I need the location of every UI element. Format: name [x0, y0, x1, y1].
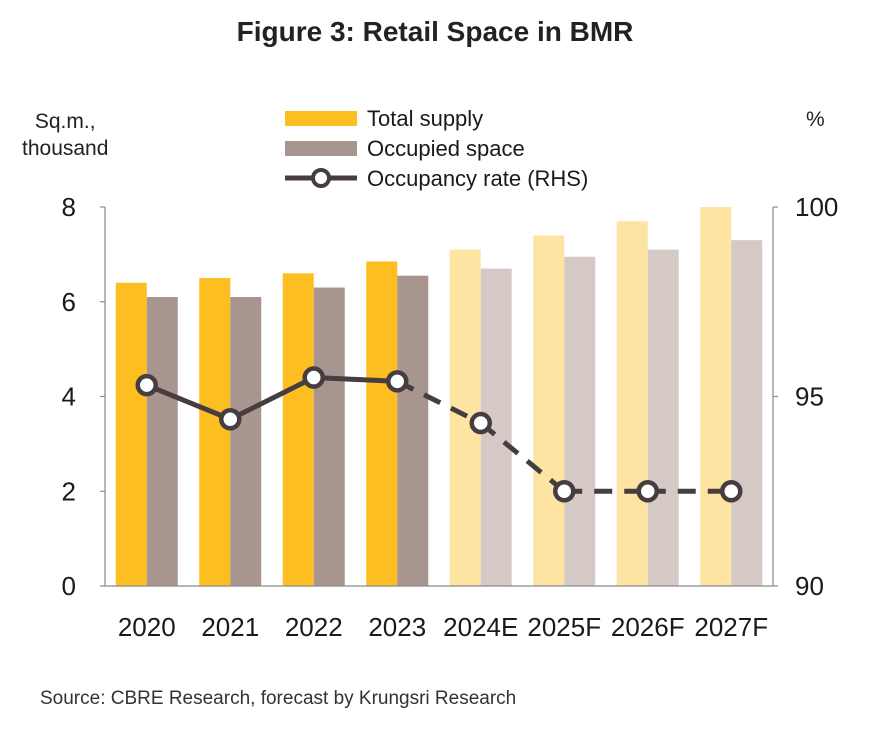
- legend: Total supply Occupied space Occupancy rate…: [285, 106, 588, 191]
- bars-group: [115, 207, 763, 587]
- bar-total-supply-2022: [282, 273, 314, 586]
- x-tick-label-2025f: 2025F: [527, 612, 601, 642]
- chart-title: Figure 3: Retail Space in BMR: [236, 16, 634, 47]
- occupancy-point-2025f: [553, 480, 576, 503]
- bar-occupied-space-2022: [313, 287, 345, 586]
- legend-label-total-supply: Total supply: [367, 106, 483, 131]
- occupancy-line-group: [135, 366, 743, 503]
- occupancy-point-2023: [386, 370, 409, 393]
- legend-swatch-occupancy-marker: [311, 168, 331, 188]
- occupancy-segment-3: [311, 375, 400, 384]
- left-axis-title: Sq.m., thousand: [22, 108, 108, 162]
- occupancy-segment-2: [227, 375, 317, 422]
- chart-svg: Total supply Occupied space Occupancy rate…: [62, 106, 839, 642]
- bar-total-supply-2025f: [533, 235, 565, 587]
- left-tick-label-2: 2: [62, 476, 76, 506]
- x-tick-label-2022: 2022: [285, 612, 343, 642]
- bar-total-supply-2027f: [700, 207, 732, 586]
- bar-occupied-space-2025f: [564, 256, 596, 586]
- left-tick-label-4: 4: [62, 382, 76, 412]
- left-tick-label-6: 6: [62, 287, 76, 317]
- right-tick-label-90: 90: [795, 571, 824, 601]
- bar-occupied-space-2026f: [647, 249, 679, 586]
- x-tick-label-2024e: 2024E: [443, 612, 518, 642]
- bar-occupied-space-2020: [146, 297, 178, 586]
- occupancy-point-2021: [219, 407, 242, 431]
- occupancy-point-2026f: [636, 480, 659, 503]
- x-tick-label-2027f: 2027F: [694, 612, 768, 642]
- x-tick-label-2023: 2023: [368, 612, 426, 642]
- bar-total-supply-2021: [199, 278, 231, 586]
- occupancy-point-2027f: [720, 480, 743, 503]
- occupancy-point-2020: [135, 373, 158, 397]
- x-tick-label-2020: 2020: [118, 612, 176, 642]
- bar-total-supply-2026f: [616, 221, 648, 586]
- legend-swatch-total-supply: [285, 111, 357, 126]
- left-tick-label-8: 8: [62, 192, 76, 222]
- bar-occupied-space-2021: [230, 297, 262, 586]
- occupancy-segment-5: [479, 421, 566, 494]
- right-tick-label-100: 100: [795, 192, 838, 222]
- occupancy-segment-4: [396, 379, 482, 426]
- legend-swatch-occupied-space: [285, 141, 357, 156]
- x-tick-label-2021: 2021: [201, 612, 259, 642]
- left-axis-title-line2: thousand: [22, 137, 109, 160]
- x-tick-label-2026f: 2026F: [611, 612, 685, 642]
- occupancy-segment-1: [144, 382, 233, 422]
- occupancy-point-2024e: [469, 411, 492, 435]
- right-tick-label-95: 95: [795, 382, 824, 412]
- bar-occupied-space-2023: [397, 275, 429, 586]
- bar-occupied-space-2027f: [731, 240, 763, 586]
- bar-total-supply-2020: [115, 282, 147, 586]
- legend-label-occupied-space: Occupied space: [367, 136, 525, 161]
- bar-total-supply-2023: [366, 261, 398, 586]
- occupancy-point-2022: [302, 366, 325, 389]
- right-axis-title: %: [806, 108, 825, 131]
- source-note: Source: CBRE Research, forecast by Krung…: [40, 688, 517, 709]
- left-axis-title-line1: Sq.m.,: [34, 110, 96, 133]
- axes-group: 0 2 4 6 8 90 95 100 2020 2021 2022 2023 2024E 2025F 20…: [62, 192, 839, 642]
- left-tick-label-0: 0: [62, 571, 76, 601]
- legend-label-occupancy-rate: Occupancy rate (RHS): [367, 166, 588, 191]
